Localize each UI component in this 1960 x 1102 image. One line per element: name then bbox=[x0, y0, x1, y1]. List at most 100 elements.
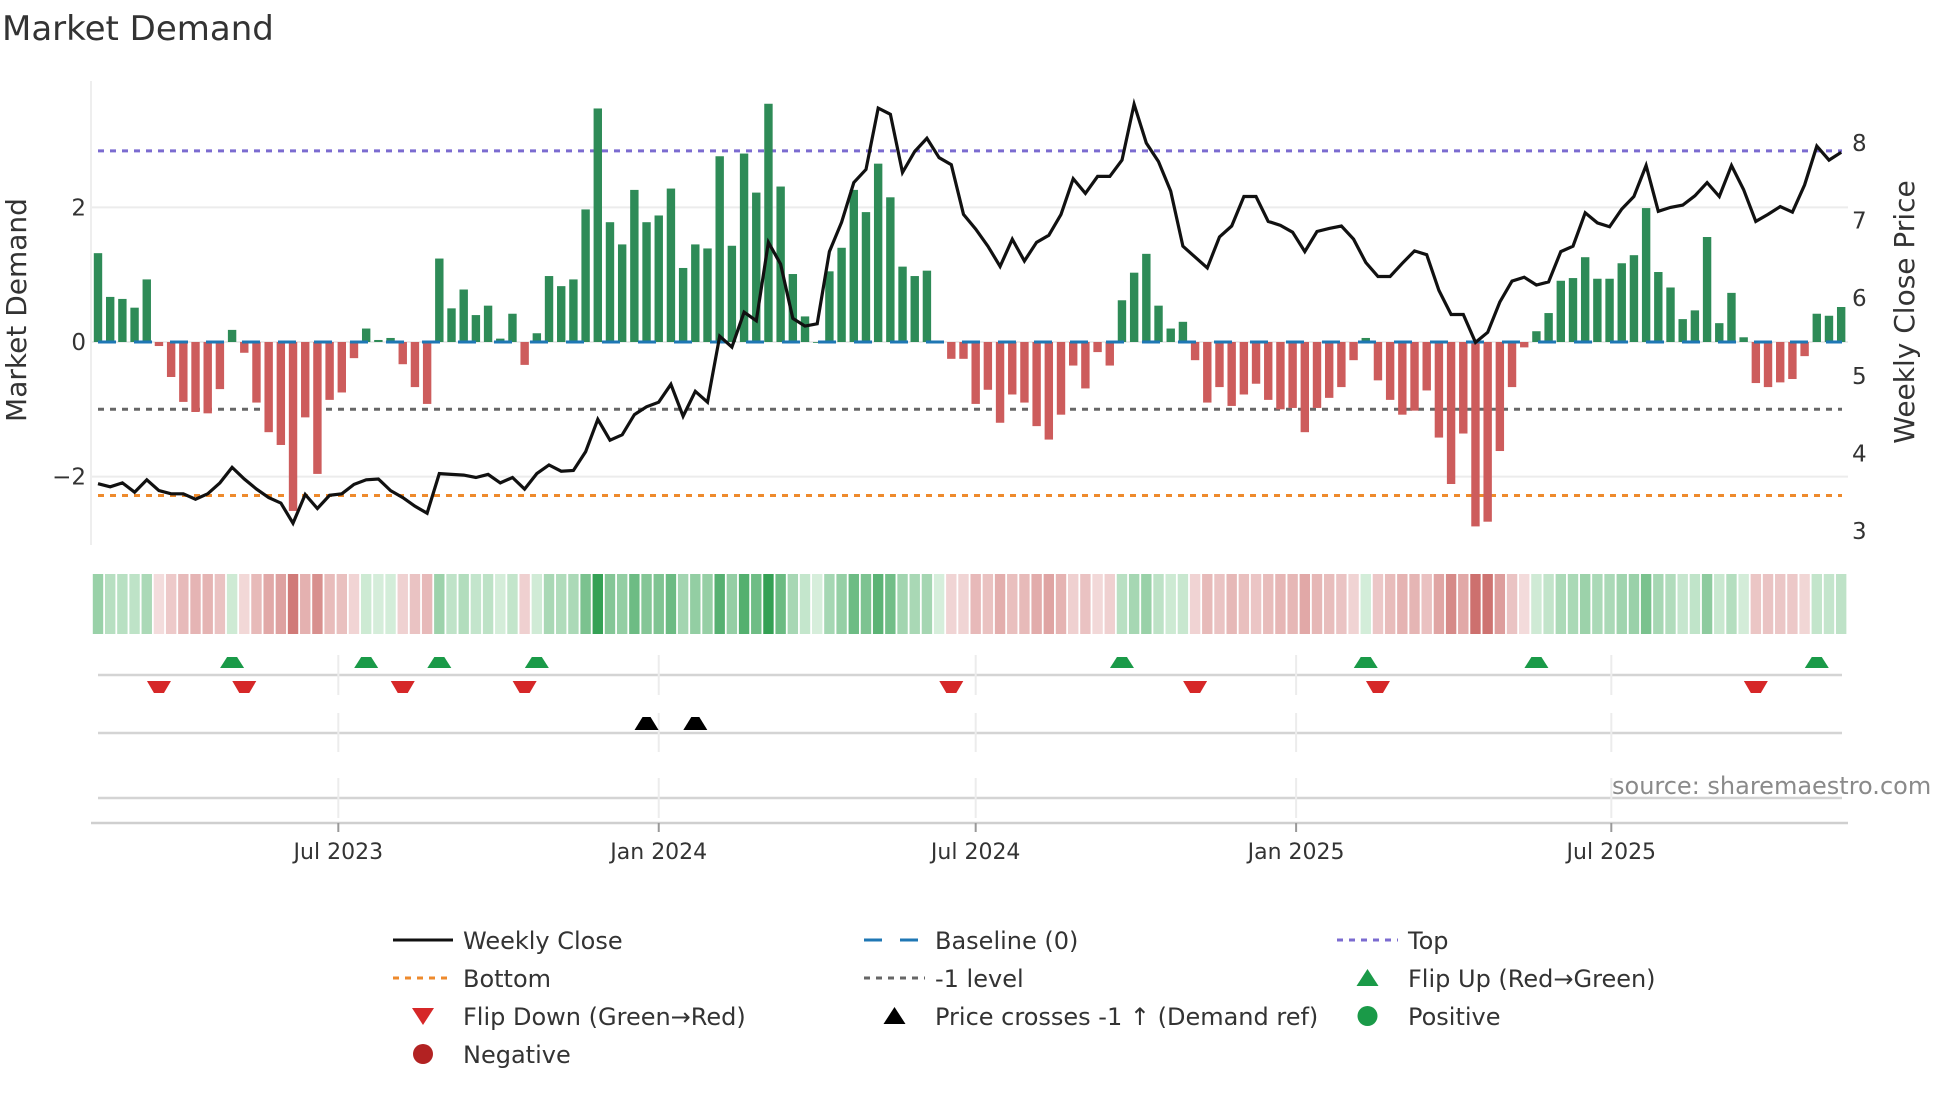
positive-bar bbox=[459, 289, 468, 342]
heat-cell-negative bbox=[1238, 574, 1250, 634]
heat-cell-positive bbox=[641, 574, 652, 634]
y2-axis-label: Weekly Close Price bbox=[1888, 180, 1921, 443]
flip-up-marker bbox=[1109, 657, 1134, 668]
negative-bar bbox=[1788, 342, 1797, 380]
positive-bar bbox=[435, 258, 444, 342]
positive-bar bbox=[849, 189, 858, 342]
heat-cell-negative bbox=[263, 574, 274, 634]
heat-cell-negative bbox=[190, 574, 201, 634]
negative-bar bbox=[1520, 342, 1529, 348]
negative-bar bbox=[1349, 342, 1358, 361]
negative-bar bbox=[995, 342, 1005, 423]
positive-bar bbox=[788, 274, 798, 342]
positive-bar bbox=[227, 329, 237, 342]
negative-bar bbox=[1105, 342, 1114, 366]
positive-bar bbox=[142, 279, 151, 342]
negative-bar bbox=[1800, 342, 1809, 357]
negative-bar bbox=[1264, 342, 1273, 400]
negative-bar bbox=[1008, 342, 1017, 395]
heat-cell-positive bbox=[702, 574, 713, 634]
heat-cell-negative bbox=[1433, 574, 1445, 634]
negative-bar bbox=[1312, 342, 1322, 408]
heat-cell-positive bbox=[1726, 574, 1737, 634]
negative-bar bbox=[191, 342, 200, 412]
negative-bar bbox=[154, 342, 164, 347]
heat-cell-positive bbox=[580, 574, 591, 634]
heat-cell-positive bbox=[933, 574, 945, 634]
heat-cell-negative bbox=[1068, 574, 1079, 634]
heat-cell-negative bbox=[165, 574, 177, 634]
positive-bar bbox=[1836, 307, 1846, 342]
heat-cell-positive bbox=[909, 574, 920, 634]
positive-bar bbox=[1629, 255, 1639, 342]
heat-cell-positive bbox=[787, 574, 799, 634]
flip-down-marker bbox=[939, 681, 964, 693]
x-tick-label: Jul 2025 bbox=[1565, 840, 1657, 865]
heat-cell-negative bbox=[1080, 574, 1091, 634]
heat-cell-negative bbox=[1421, 574, 1432, 634]
heat-cell-negative bbox=[1311, 574, 1323, 634]
legend-item: Positive bbox=[1357, 1003, 1501, 1031]
negative-bar bbox=[1239, 342, 1249, 395]
negative-bar bbox=[337, 342, 346, 393]
negative-bar bbox=[1410, 342, 1419, 411]
y-tick-label: 2 bbox=[71, 195, 86, 221]
heat-cell-negative bbox=[153, 574, 165, 634]
legend-label: Flip Down (Green→Red) bbox=[463, 1003, 746, 1031]
heat-cell-negative bbox=[1189, 574, 1201, 634]
heat-cell-negative bbox=[214, 574, 226, 634]
heat-cell-positive bbox=[226, 574, 238, 634]
negative-bar bbox=[520, 342, 529, 365]
negative-bar bbox=[288, 342, 298, 511]
y-axis-label: Market Demand bbox=[0, 198, 33, 422]
flip-up-marker bbox=[220, 657, 245, 668]
negative-bar bbox=[1056, 342, 1066, 415]
negative-bar bbox=[1324, 342, 1334, 398]
negative-bar bbox=[276, 342, 286, 445]
heat-cell-negative bbox=[1092, 574, 1103, 634]
heat-cell-negative bbox=[958, 574, 969, 634]
heat-cell-positive bbox=[495, 574, 506, 634]
heat-cell-positive bbox=[763, 574, 774, 634]
positive-bar bbox=[1532, 331, 1541, 342]
heat-cell-negative bbox=[397, 574, 408, 634]
positive-bar bbox=[496, 338, 505, 342]
legend-item: Price crosses -1 ↑ (Demand ref) bbox=[883, 1003, 1318, 1031]
flip-down-marker bbox=[1743, 681, 1768, 693]
negative-bar bbox=[301, 342, 310, 418]
positive-bar bbox=[93, 253, 103, 342]
heat-cell-negative bbox=[287, 574, 299, 634]
heat-cell-positive bbox=[543, 574, 555, 634]
heat-cell-positive bbox=[1811, 574, 1822, 634]
heat-cell-positive bbox=[1128, 574, 1140, 634]
heat-cell-negative bbox=[1055, 574, 1067, 634]
heat-cell-negative bbox=[1482, 574, 1493, 634]
heat-cell-negative bbox=[1323, 574, 1335, 634]
negative-bar bbox=[1483, 342, 1492, 522]
positive-bar bbox=[813, 342, 822, 343]
heat-cell-positive bbox=[885, 574, 896, 634]
positive-bar bbox=[1166, 328, 1175, 342]
signal-markers bbox=[146, 657, 1829, 730]
heat-cell-negative bbox=[1263, 574, 1274, 634]
negative-bar bbox=[1044, 342, 1054, 440]
negative-bar bbox=[1276, 342, 1285, 410]
heat-cell-positive bbox=[373, 574, 384, 634]
positive-bar bbox=[1641, 208, 1651, 342]
positive-bar bbox=[678, 267, 688, 342]
x-tick-label: Jul 2024 bbox=[929, 840, 1021, 865]
heat-cell-negative bbox=[1299, 574, 1311, 634]
positive-bar bbox=[1580, 257, 1590, 342]
y-tick-label: 0 bbox=[71, 330, 86, 356]
flip-down-marker bbox=[1183, 681, 1208, 693]
heat-cell-positive bbox=[1604, 574, 1615, 634]
positive-bar bbox=[1544, 313, 1553, 342]
negative-bar bbox=[1398, 342, 1407, 415]
heat-cell-negative bbox=[519, 574, 530, 634]
heat-cell-positive bbox=[568, 574, 579, 634]
heat-cell-positive bbox=[897, 574, 908, 634]
negative-bar bbox=[1776, 342, 1785, 383]
heat-cell-positive bbox=[104, 574, 116, 634]
heat-cell-positive bbox=[1823, 574, 1835, 634]
positive-bar bbox=[1702, 237, 1712, 342]
